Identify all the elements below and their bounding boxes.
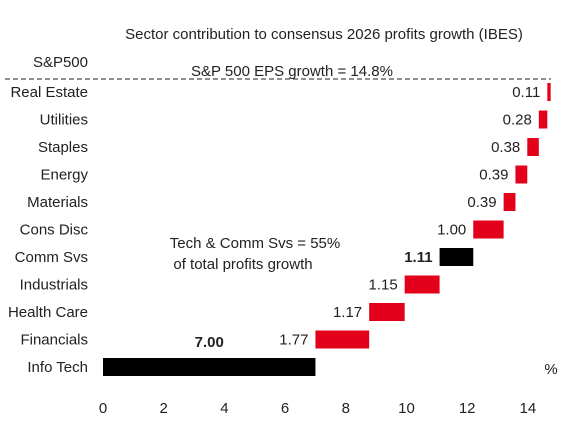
total-annotation: S&P 500 EPS growth = 14.8%: [191, 63, 393, 80]
x-tick-label: 12: [459, 400, 476, 417]
category-label: Materials: [27, 194, 88, 211]
x-tick-label: 10: [398, 400, 415, 417]
bars-layer: Real Estate 0.11 Utilities 0.28 Staples 0.38 E…: [8, 83, 551, 376]
bar-info-tech: [103, 358, 316, 376]
chart-title: Sector contribution to consensus 2026 pr…: [125, 26, 523, 43]
x-axis: 0 2 4 6 8 10 12 14: [99, 400, 536, 417]
bar-cons-disc: [473, 220, 504, 239]
x-tick-label: 8: [342, 400, 350, 417]
category-label: Comm Svs: [15, 249, 88, 266]
category-label: Industrials: [20, 277, 88, 294]
annotation-line-2: of total profits growth: [173, 256, 312, 273]
bar-health-care: [369, 303, 405, 321]
x-tick-label: 0: [99, 400, 107, 417]
bar-energy: [515, 165, 528, 184]
category-label: Cons Disc: [20, 222, 89, 239]
bar-real-estate: [547, 83, 551, 101]
x-tick-label: 14: [520, 400, 537, 417]
data-label: 1.00: [437, 222, 466, 239]
category-label: Real Estate: [10, 84, 88, 101]
data-label: 0.39: [479, 167, 508, 184]
total-row-label: S&P500: [33, 54, 88, 71]
bar-industrials: [404, 275, 440, 294]
data-label: 1.17: [333, 304, 362, 321]
data-label: 7.00: [195, 334, 224, 351]
x-unit-label: %: [544, 361, 557, 378]
category-label: Health Care: [8, 304, 88, 321]
annotation-line-1: Tech & Comm Svs = 55%: [170, 235, 340, 252]
data-label: 0.38: [491, 139, 520, 156]
bar-financials: [315, 330, 370, 349]
x-tick-label: 6: [281, 400, 289, 417]
data-label: 0.11: [512, 84, 540, 101]
bar-materials: [503, 193, 516, 211]
category-label: Financials: [20, 332, 88, 349]
bar-utilities: [538, 110, 548, 129]
data-label: 0.28: [503, 112, 532, 129]
category-label: Utilities: [40, 112, 88, 129]
data-label: 1.77: [279, 332, 308, 349]
data-label: 0.39: [467, 194, 496, 211]
data-label: 1.11: [404, 249, 432, 266]
x-tick-label: 4: [220, 400, 228, 417]
bar-comm-svs: [439, 248, 474, 266]
x-tick-label: 2: [160, 400, 168, 417]
bar-staples: [527, 138, 539, 156]
category-label: Energy: [40, 167, 88, 184]
category-label: Info Tech: [27, 359, 88, 376]
category-label: Staples: [38, 139, 88, 156]
data-label: 1.15: [368, 277, 397, 294]
